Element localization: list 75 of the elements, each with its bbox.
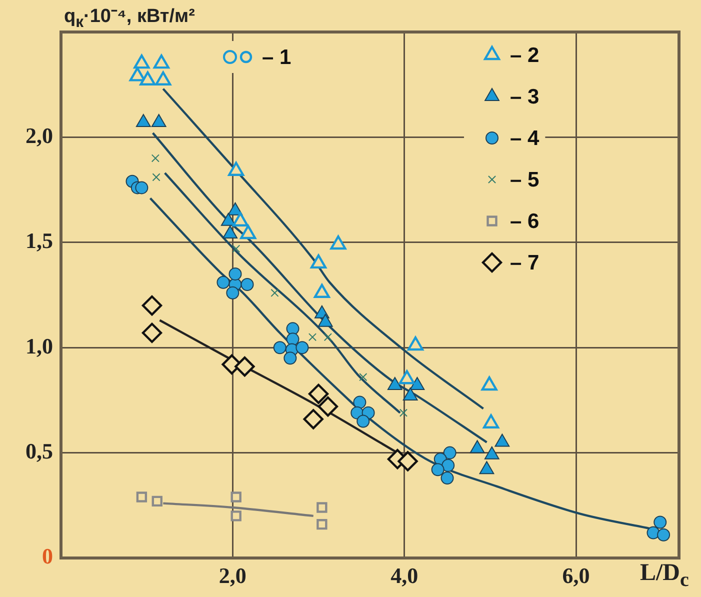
point: [314, 284, 330, 298]
y-tick-label: 1,0: [26, 333, 53, 358]
x-tick-label: 2,0: [218, 562, 246, 588]
legend-label: – 3: [510, 85, 540, 108]
point: [153, 54, 170, 69]
point: [152, 496, 162, 507]
point: [142, 322, 162, 343]
point: [230, 492, 242, 502]
point: [220, 212, 236, 226]
point: [273, 341, 286, 354]
point: [353, 396, 366, 409]
line-series: [152, 132, 488, 444]
y-tick-label: 0,5: [26, 438, 53, 464]
line-series: [162, 88, 484, 410]
point: [240, 278, 254, 291]
point: [356, 414, 370, 428]
point: [399, 408, 408, 417]
point: [228, 267, 242, 280]
point: [296, 341, 309, 354]
point: [308, 384, 329, 404]
point: [232, 212, 248, 226]
point: [316, 502, 328, 513]
point: [286, 332, 300, 346]
point: [216, 276, 230, 289]
y-axis-title: q$_{к}$·10⁻⁴, кВт/м²: [64, 5, 195, 32]
point: [324, 333, 332, 342]
point: [135, 181, 148, 194]
point: [136, 114, 151, 127]
point: [270, 288, 279, 297]
point: [316, 518, 328, 530]
x-tick-label: 4,0: [390, 562, 418, 588]
legend-label: – 6: [510, 210, 540, 233]
point: [230, 510, 242, 522]
x-axis-title: L/D$_{c}$: [640, 560, 689, 592]
point: [234, 356, 255, 377]
y-tick-label: 0: [42, 544, 53, 569]
point: [151, 154, 160, 162]
point: [284, 352, 297, 365]
point: [152, 173, 160, 182]
point: [310, 254, 327, 269]
point: [308, 333, 317, 342]
point: [155, 71, 172, 86]
point: [228, 162, 244, 176]
point: [240, 224, 256, 240]
point: [442, 458, 455, 472]
point: [398, 451, 418, 472]
legend-label: – 1: [262, 46, 292, 69]
point: [140, 71, 156, 86]
point: [330, 235, 346, 250]
legend-label: – 5: [510, 168, 540, 192]
y-tick-label: 2,0: [26, 122, 53, 148]
legend-label: – 4: [510, 126, 540, 150]
legend-label: – 2: [510, 44, 540, 67]
point: [303, 409, 324, 430]
point: [222, 225, 238, 238]
point: [654, 516, 667, 529]
legend-label: – 7: [510, 251, 540, 274]
y-tick-label: 1,5: [26, 228, 53, 254]
point: [136, 492, 148, 502]
point: [228, 202, 243, 216]
point: [142, 295, 162, 316]
point: [443, 446, 456, 460]
point: [134, 54, 150, 69]
line-series: [164, 172, 402, 414]
point: [286, 322, 300, 336]
point: [318, 396, 338, 417]
point: [657, 528, 670, 542]
point: [226, 286, 240, 300]
x-tick-label: 6,0: [562, 562, 590, 588]
point: [359, 373, 368, 382]
point: [440, 472, 454, 485]
point: [431, 463, 444, 476]
point: [232, 244, 240, 253]
point: [129, 67, 146, 82]
point: [151, 114, 166, 127]
